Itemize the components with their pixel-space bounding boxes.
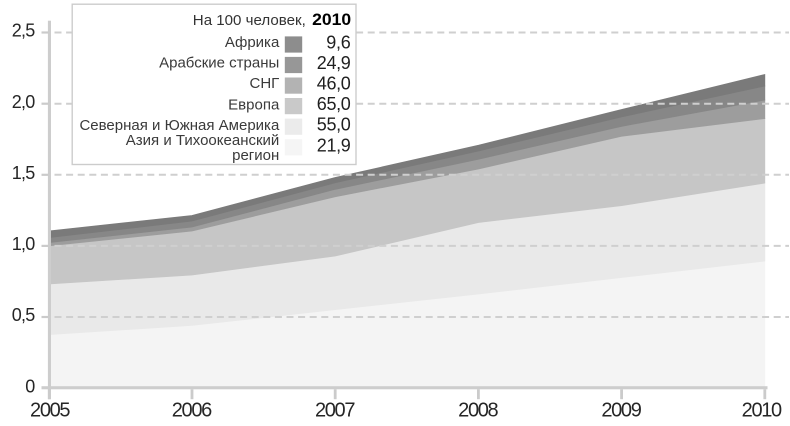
svg-text:Европа: Европа [228,96,280,113]
svg-text:1,5: 1,5 [12,163,36,183]
svg-text:21,9: 21,9 [317,135,351,155]
svg-text:СНГ: СНГ [250,75,280,92]
svg-text:0,5: 0,5 [12,305,36,325]
svg-text:2010: 2010 [742,400,783,422]
svg-text:0: 0 [25,376,35,396]
svg-text:9,6: 9,6 [326,32,351,52]
svg-text:2005: 2005 [30,400,71,422]
svg-text:2006: 2006 [172,400,213,422]
svg-text:1,0: 1,0 [12,234,36,254]
svg-text:Африка: Африка [225,34,280,51]
svg-text:24,9: 24,9 [317,53,351,73]
svg-text:Северная и Южная Америка: Северная и Южная Америка [79,117,279,134]
svg-text:Азия и Тихоокеанский: Азия и Тихоокеанский [126,132,280,149]
svg-text:55,0: 55,0 [317,115,351,135]
svg-text:2010: 2010 [312,10,351,29]
svg-text:2008: 2008 [458,400,499,422]
svg-text:46,0: 46,0 [317,73,351,93]
svg-text:Арабские страны: Арабские страны [159,54,279,71]
svg-text:2,0: 2,0 [12,92,36,112]
svg-text:2,5: 2,5 [12,21,36,41]
svg-text:2007: 2007 [315,400,356,422]
svg-text:65,0: 65,0 [317,94,351,114]
svg-text:На 100 человек,: На 100 человек, [193,12,306,29]
svg-text:регион: регион [232,147,279,164]
svg-text:2009: 2009 [601,400,642,422]
